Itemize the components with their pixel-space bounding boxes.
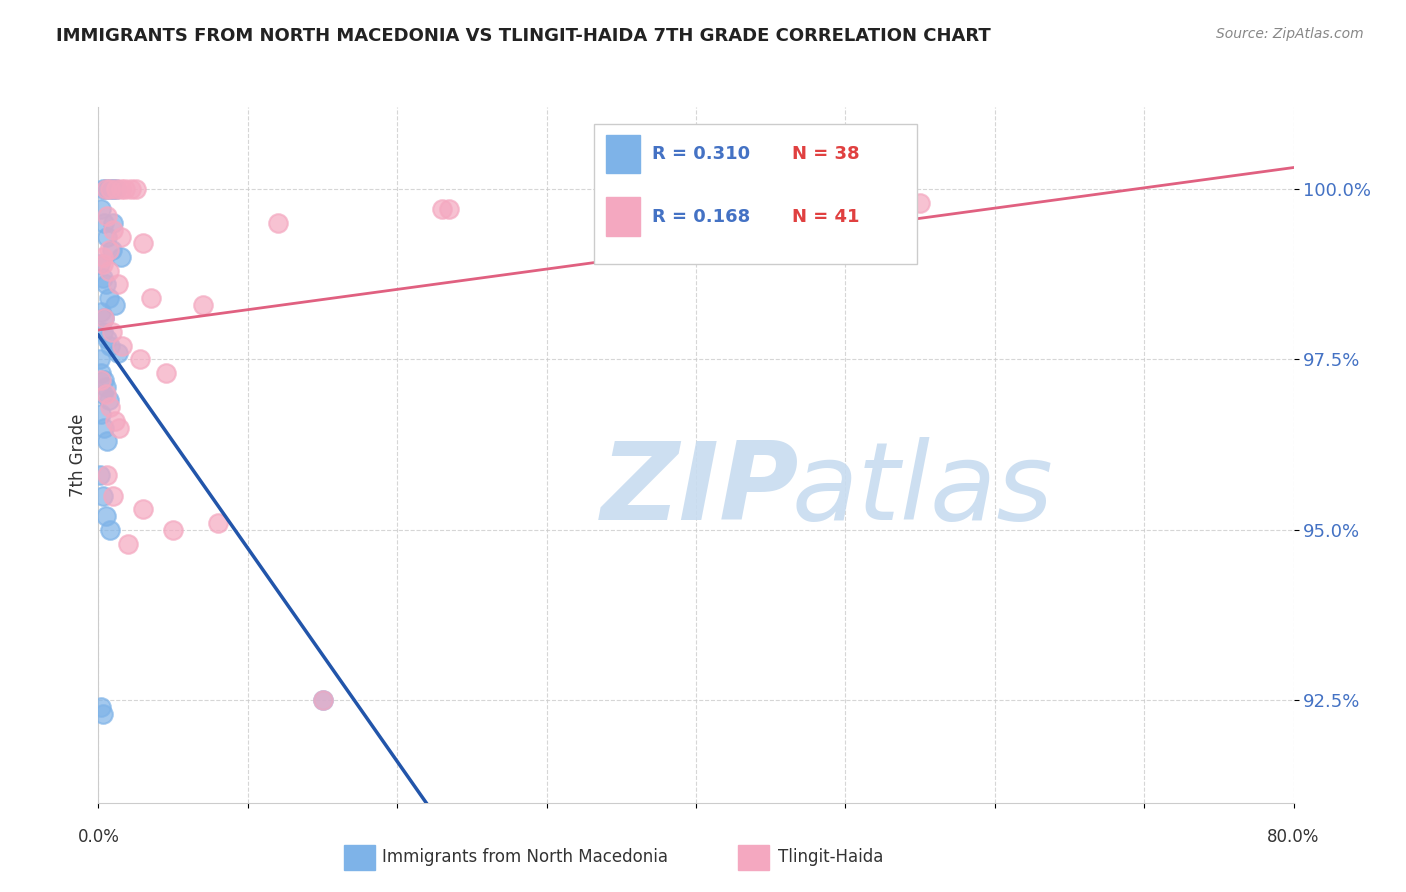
Point — [267, 216, 290, 230]
Point — [89, 468, 111, 483]
Point — [114, 182, 136, 196]
Point — [117, 536, 139, 550]
Text: ZIP: ZIP — [600, 437, 799, 542]
Point — [162, 523, 184, 537]
Point — [94, 182, 117, 196]
Point — [132, 236, 155, 251]
Point — [101, 244, 124, 258]
Point — [129, 352, 152, 367]
Point — [94, 386, 117, 401]
Point — [93, 216, 115, 230]
Point — [104, 298, 127, 312]
Point — [125, 182, 148, 196]
Point — [98, 182, 122, 196]
Text: 0.0%: 0.0% — [77, 828, 120, 846]
Point — [93, 373, 115, 387]
Point — [93, 311, 115, 326]
Text: Source: ZipAtlas.com: Source: ZipAtlas.com — [1216, 27, 1364, 41]
Point — [98, 182, 122, 196]
Point — [311, 693, 333, 707]
Point — [98, 339, 122, 353]
Point — [90, 700, 112, 714]
Point — [94, 182, 117, 196]
Text: IMMIGRANTS FROM NORTH MACEDONIA VS TLINGIT-HAIDA 7TH GRADE CORRELATION CHART: IMMIGRANTS FROM NORTH MACEDONIA VS TLING… — [56, 27, 991, 45]
Text: atlas: atlas — [792, 437, 1053, 542]
Point — [91, 707, 114, 722]
Point — [110, 229, 132, 244]
Point — [110, 250, 132, 264]
Point — [311, 693, 333, 707]
Point — [97, 393, 120, 408]
Point — [93, 311, 115, 326]
Point — [91, 489, 114, 503]
Point — [155, 366, 177, 380]
Point — [90, 366, 112, 380]
Point — [120, 182, 142, 196]
Bar — [606, 197, 640, 235]
Text: Tlingit-Haida: Tlingit-Haida — [778, 848, 883, 866]
Text: R = 0.168: R = 0.168 — [652, 208, 749, 226]
Bar — [606, 135, 640, 173]
Point — [103, 216, 125, 230]
Point — [93, 420, 115, 434]
Point — [97, 291, 120, 305]
Point — [132, 502, 155, 516]
Point — [103, 489, 125, 503]
Y-axis label: 7th Grade: 7th Grade — [69, 413, 87, 497]
Point — [91, 325, 114, 339]
Point — [98, 400, 122, 414]
Point — [96, 209, 118, 223]
Point — [94, 277, 117, 292]
Point — [105, 182, 128, 196]
Text: R = 0.310: R = 0.310 — [652, 145, 749, 163]
Point — [430, 202, 453, 217]
Point — [101, 325, 124, 339]
Point — [91, 257, 114, 271]
Point — [104, 414, 127, 428]
Point — [804, 202, 827, 217]
Point — [89, 352, 111, 367]
Point — [89, 257, 111, 271]
Point — [105, 182, 128, 196]
Point — [91, 386, 114, 401]
FancyBboxPatch shape — [595, 125, 917, 264]
Point — [91, 270, 114, 285]
Point — [98, 523, 122, 537]
Point — [96, 434, 118, 449]
Point — [96, 229, 118, 244]
Point — [90, 373, 112, 387]
Point — [103, 182, 125, 196]
Point — [207, 516, 229, 530]
Point — [139, 291, 162, 305]
Point — [97, 264, 120, 278]
Point — [90, 407, 112, 421]
Point — [108, 420, 131, 434]
Point — [110, 182, 132, 196]
Text: 80.0%: 80.0% — [1267, 828, 1320, 846]
Point — [94, 380, 117, 394]
Point — [103, 223, 125, 237]
Point — [91, 250, 114, 264]
Point — [191, 298, 214, 312]
Text: N = 38: N = 38 — [792, 145, 859, 163]
Point — [908, 195, 931, 210]
Point — [96, 332, 118, 346]
Point — [107, 345, 129, 359]
Point — [90, 304, 112, 318]
Point — [610, 195, 633, 210]
Point — [97, 244, 120, 258]
Point — [111, 339, 134, 353]
Text: N = 41: N = 41 — [792, 208, 859, 226]
Point — [90, 202, 112, 217]
Text: Immigrants from North Macedonia: Immigrants from North Macedonia — [382, 848, 668, 866]
Point — [94, 509, 117, 524]
Point — [439, 202, 461, 217]
Point — [96, 468, 118, 483]
Point — [91, 182, 114, 196]
Point — [107, 277, 129, 292]
